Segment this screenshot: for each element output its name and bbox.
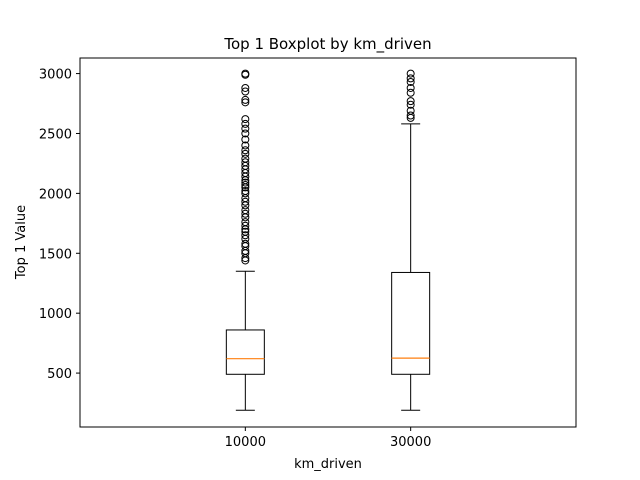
outlier-point [406,97,415,106]
outlier-point [241,209,250,218]
outlier-point [241,98,250,107]
outlier-point [406,100,415,109]
outlier-point [241,180,250,189]
outlier-point [241,141,250,150]
outlier-point [406,77,415,86]
outlier-point [241,135,250,144]
outlier-point [406,83,415,92]
outlier-point [241,149,250,158]
iqr-box [391,271,431,375]
outlier-point [241,95,250,104]
chart-title: Top 1 Boxplot by km_driven [223,35,431,54]
outlier-point [241,83,250,92]
outlier-point [406,106,415,115]
y-tick-label: 500 [47,367,72,382]
y-tick-label: 1500 [39,247,72,262]
outlier-point [241,69,250,78]
box-group-10000 [225,69,265,411]
outlier-point [241,221,250,230]
outlier-point [241,197,250,206]
y-tick-label: 2000 [39,187,72,202]
y-tick-label: 3000 [39,68,72,83]
x-tick-label: 10000 [225,435,266,450]
outlier-point [241,227,250,236]
x-axis-label: km_driven [294,457,362,472]
outlier-point [241,119,250,128]
outlier-point [241,154,250,163]
plot-frame [79,57,577,428]
outlier-point [241,239,250,248]
outlier-point [241,146,250,155]
outlier-point [241,115,250,124]
outlier-point [241,218,250,227]
x-tick-label: 30000 [390,435,431,450]
outlier-point [406,69,415,78]
outlier-point [406,74,415,83]
outlier-point [241,87,250,96]
y-axis-label: Top 1 Value [14,205,29,280]
outlier-point [241,178,250,187]
y-tick-label: 2500 [39,127,72,142]
outlier-point [241,231,250,240]
outlier-point [241,206,250,215]
outlier-point [241,189,250,198]
outlier-point [241,124,250,133]
outlier-point [241,158,250,167]
outlier-point [406,88,415,97]
y-tick-label: 1000 [39,307,72,322]
outlier-point [406,111,415,120]
box-group-30000 [391,69,431,411]
iqr-box [225,329,265,375]
outlier-point [241,186,250,195]
plot-area [225,69,431,411]
outlier-point [241,129,250,138]
